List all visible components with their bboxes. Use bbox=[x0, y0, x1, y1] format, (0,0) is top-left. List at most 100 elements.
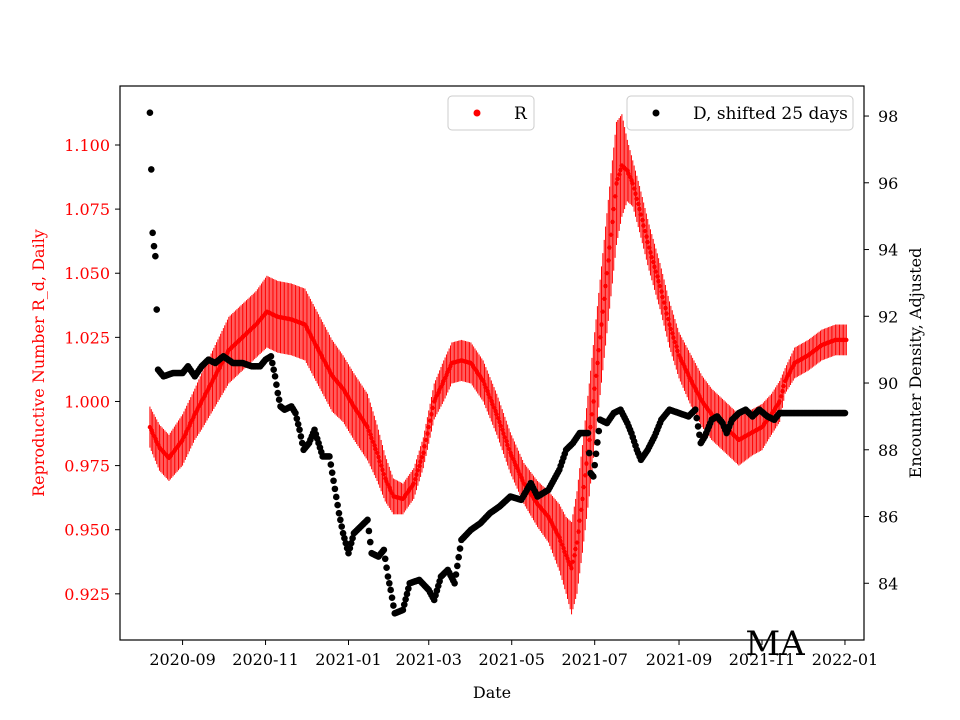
d-series-layer bbox=[146, 109, 849, 617]
d-point bbox=[386, 579, 393, 587]
d-point bbox=[152, 252, 159, 260]
d-point bbox=[270, 366, 277, 373]
y-left-tick-label: 1.025 bbox=[64, 328, 110, 347]
y-axis-right-label: Encounter Density, Adjusted bbox=[906, 248, 925, 479]
legend-d-box bbox=[626, 95, 854, 131]
legend-r-label: R bbox=[514, 104, 528, 124]
d-point bbox=[338, 523, 346, 530]
d-point bbox=[452, 571, 460, 578]
d-point bbox=[383, 564, 390, 571]
d-point bbox=[584, 429, 592, 437]
y-left-tick-label: 1.075 bbox=[64, 200, 110, 219]
d-point bbox=[380, 546, 388, 554]
d-point bbox=[400, 601, 408, 608]
d-point bbox=[384, 573, 392, 580]
d-point bbox=[328, 469, 336, 476]
d-point bbox=[297, 433, 305, 440]
y-right-tick-label: 90 bbox=[878, 374, 898, 393]
y-left-tick-label: 1.050 bbox=[64, 264, 110, 283]
d-point bbox=[332, 493, 340, 501]
y-right-tick-label: 94 bbox=[878, 241, 898, 260]
d-point bbox=[381, 555, 389, 563]
d-point bbox=[390, 602, 397, 609]
d-point bbox=[346, 544, 354, 552]
d-point bbox=[292, 409, 299, 417]
y-left-tick-label: 0.950 bbox=[64, 521, 110, 540]
d-point bbox=[337, 516, 344, 524]
d-point bbox=[341, 534, 348, 542]
x-tick-label: 2020-09 bbox=[149, 650, 215, 669]
d-point bbox=[456, 545, 464, 552]
d-point bbox=[274, 389, 282, 397]
state-annotation: MA bbox=[745, 624, 805, 664]
d-point bbox=[451, 579, 458, 587]
y-left-tick-label: 0.925 bbox=[64, 585, 110, 604]
d-point bbox=[327, 461, 335, 468]
d-point bbox=[293, 415, 301, 422]
x-tick-label: 2021-09 bbox=[646, 650, 712, 669]
y-right-tick-label: 88 bbox=[878, 441, 898, 460]
x-tick-label: 2021-05 bbox=[478, 650, 544, 669]
d-point bbox=[331, 485, 339, 493]
d-point bbox=[592, 450, 600, 458]
d-point bbox=[402, 595, 409, 603]
legend-r: R bbox=[447, 95, 535, 131]
d-point bbox=[692, 406, 699, 414]
d-point bbox=[595, 427, 603, 435]
x-tick-label: 2021-11 bbox=[729, 650, 795, 669]
y-right-tick-label: 84 bbox=[878, 574, 898, 593]
d-point bbox=[365, 527, 373, 535]
x-tick-label: 2020-11 bbox=[232, 650, 298, 669]
d-point bbox=[146, 109, 154, 116]
d-point bbox=[334, 501, 341, 509]
d-point bbox=[347, 539, 355, 547]
x-axis-label: Date bbox=[473, 683, 511, 702]
d-point bbox=[364, 516, 371, 524]
d-point bbox=[269, 359, 276, 367]
d-point bbox=[294, 420, 302, 428]
x-tick-label: 2022-01 bbox=[812, 650, 878, 669]
d-point bbox=[841, 409, 849, 417]
legend-d: D, shifted 25 days bbox=[626, 95, 854, 131]
y-right-tick-label: 86 bbox=[878, 508, 898, 527]
d-point bbox=[594, 439, 601, 446]
d-point bbox=[366, 538, 374, 546]
d-point bbox=[150, 242, 158, 250]
d-point bbox=[455, 553, 462, 561]
y-right-tick-label: 96 bbox=[878, 174, 898, 193]
d-point bbox=[267, 353, 275, 360]
x-axis: 2020-09 2020-11 2021-01 2021-03 2021-05 2021-… bbox=[149, 640, 878, 669]
y-left-tick-label: 1.000 bbox=[64, 392, 110, 411]
d-point bbox=[388, 594, 396, 602]
d-point bbox=[271, 373, 279, 380]
x-tick-label: 2021-07 bbox=[561, 650, 627, 669]
d-point bbox=[403, 590, 411, 598]
d-point bbox=[405, 585, 412, 592]
legend-r-marker bbox=[473, 109, 481, 117]
y-axis-right: 84 86 88 90 92 94 96 98 bbox=[864, 107, 898, 593]
legend-d-label: D, shifted 25 days bbox=[693, 104, 848, 124]
d-point bbox=[330, 477, 337, 485]
d-point bbox=[342, 539, 350, 547]
d-point bbox=[454, 562, 461, 570]
d-point bbox=[296, 426, 303, 434]
legend-d-marker bbox=[652, 109, 660, 117]
d-point bbox=[273, 381, 280, 388]
y-left-tick-label: 1.100 bbox=[64, 136, 110, 155]
x-tick-label: 2021-03 bbox=[396, 650, 462, 669]
d-point bbox=[349, 534, 356, 542]
d-point bbox=[153, 306, 161, 313]
y-right-tick-label: 92 bbox=[878, 307, 898, 326]
y-axis-left: 0.925 0.950 0.975 1.000 1.025 1.050 1.075 1.100 bbox=[64, 136, 120, 604]
d-point bbox=[326, 453, 333, 460]
y-axis-left-label: Reproductive Number R_d, Daily bbox=[29, 229, 48, 497]
d-point bbox=[335, 509, 343, 517]
d-point bbox=[339, 529, 347, 537]
d-point bbox=[696, 431, 703, 439]
d-point bbox=[585, 449, 593, 457]
plot-frame bbox=[119, 85, 865, 641]
d-point bbox=[147, 166, 155, 173]
y-right-tick-label: 98 bbox=[878, 107, 898, 126]
d-point bbox=[591, 461, 598, 469]
